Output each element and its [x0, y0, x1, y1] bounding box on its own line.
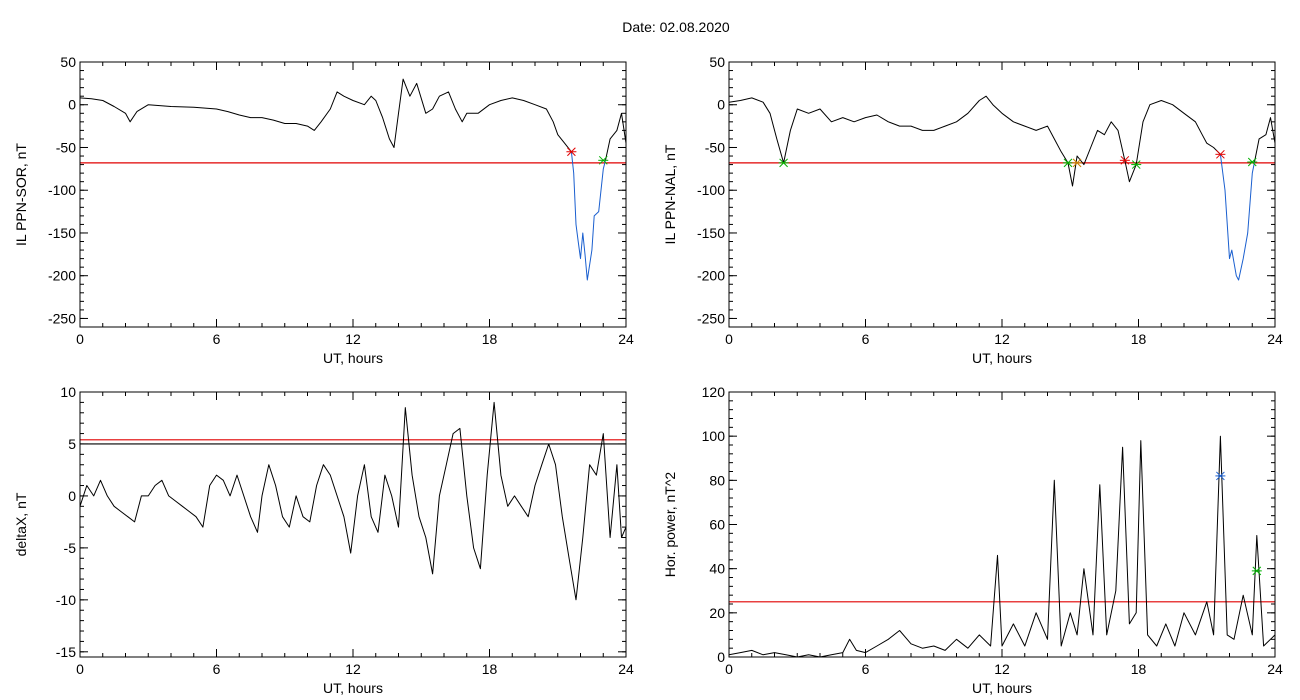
y-tick-label-3: -5	[64, 540, 77, 556]
event-marker-1	[1062, 158, 1073, 168]
x-tick-label-1: 6	[862, 331, 870, 347]
x-tick-label-3: 18	[482, 661, 498, 677]
y-tick-label-0: 50	[60, 54, 76, 70]
event-marker-0	[778, 158, 789, 168]
series-line-2	[1254, 117, 1276, 163]
y-tick-label-5: -200	[48, 268, 76, 284]
y-tick-label-5: -200	[697, 268, 725, 284]
event-marker-1	[1251, 566, 1262, 576]
y-tick-label-4: -150	[697, 225, 725, 241]
x-axis-label: UT, hours	[972, 350, 1032, 366]
y-tick-label-2: -50	[56, 139, 76, 155]
x-tick-label-0: 0	[725, 331, 733, 347]
x-tick-label-4: 24	[1267, 331, 1283, 347]
y-tick-label-3: -100	[48, 182, 76, 198]
series-line-1	[1219, 154, 1255, 281]
x-tick-label-2: 12	[994, 661, 1010, 677]
y-tick-label-3: 60	[709, 517, 725, 533]
chart-power: 0 6 12 18 24 120 100 80 60 40 20 0 UT, hours Hor. pow…	[662, 384, 1283, 696]
y-tick-label-5: 20	[709, 605, 725, 621]
x-tick-label-2: 12	[345, 661, 361, 677]
event-marker-0	[566, 147, 577, 157]
y-tick-label-4: -150	[48, 225, 76, 241]
plot-frame	[79, 61, 627, 328]
x-axis-label: UT, hours	[972, 680, 1032, 696]
x-tick-label-3: 18	[1131, 331, 1147, 347]
y-tick-label-5: -15	[56, 644, 76, 660]
page-title: Date: 02.08.2020	[622, 19, 730, 35]
x-tick-label-1: 6	[862, 661, 870, 677]
event-marker-1	[598, 155, 609, 165]
y-axis-label: IL PPN-NAL, nT	[662, 144, 678, 244]
chart-nal: 0 6 12 18 24 50 0 -50 -100 -150 -200 -250 UT, hours I…	[662, 54, 1283, 366]
chart-deltax: 0 6 12 18 24 10 5 0 -5 -10 -15 UT, hours deltaX, nT	[13, 384, 634, 696]
x-axis-label: UT, hours	[323, 350, 383, 366]
series-line-0	[728, 435, 1276, 658]
x-tick-label-1: 6	[213, 661, 221, 677]
x-tick-label-1: 6	[213, 331, 221, 347]
y-tick-label-0: 10	[60, 384, 76, 400]
y-axis-label: deltaX, nT	[13, 492, 29, 556]
y-tick-label-6: 0	[717, 649, 725, 665]
x-tick-label-2: 12	[345, 331, 361, 347]
x-tick-label-3: 18	[482, 331, 498, 347]
event-marker-0	[1215, 471, 1226, 481]
y-tick-label-4: 40	[709, 561, 725, 577]
x-axis-label: UT, hours	[323, 680, 383, 696]
x-tick-label-3: 18	[1131, 661, 1147, 677]
y-axis-label: IL PPN-SOR, nT	[13, 143, 29, 246]
y-tick-label-3: -100	[697, 182, 725, 198]
series-line-2	[605, 112, 627, 161]
y-tick-label-6: -250	[48, 310, 76, 326]
chart-sor: 0 6 12 18 24 50 0 -50 -100 -150 -200 -250 UT, hours I…	[13, 54, 634, 366]
y-tick-label-2: -50	[705, 139, 725, 155]
x-tick-label-0: 0	[76, 661, 84, 677]
y-tick-label-6: -250	[697, 310, 725, 326]
y-tick-label-0: 50	[709, 54, 725, 70]
series-line-0	[728, 95, 1221, 187]
x-tick-label-4: 24	[618, 661, 634, 677]
x-tick-label-4: 24	[618, 331, 634, 347]
y-tick-label-2: 80	[709, 472, 725, 488]
x-tick-label-0: 0	[76, 331, 84, 347]
event-marker-2	[1072, 158, 1083, 168]
y-tick-label-1: 5	[68, 436, 76, 452]
y-tick-label-0: 120	[702, 384, 726, 400]
plot-frame	[79, 391, 627, 658]
y-axis-label: Hor. power, nT^2	[662, 472, 678, 578]
series-line-1	[570, 151, 606, 281]
event-marker-4	[1131, 160, 1142, 169]
x-tick-label-0: 0	[725, 661, 733, 677]
event-marker-5	[1215, 149, 1226, 159]
event-marker-6	[1247, 157, 1258, 167]
y-tick-label-1: 100	[702, 428, 726, 444]
plot-frame	[728, 61, 1276, 328]
y-tick-label-4: -10	[56, 592, 76, 608]
x-tick-label-4: 24	[1267, 661, 1283, 677]
y-tick-label-2: 0	[68, 488, 76, 504]
x-tick-label-2: 12	[994, 331, 1010, 347]
series-line-0	[79, 401, 627, 601]
series-line-0	[79, 78, 572, 153]
event-marker-3	[1119, 155, 1130, 165]
plot-frame	[728, 391, 1276, 658]
y-tick-label-1: 0	[68, 97, 76, 113]
y-tick-label-1: 0	[717, 97, 725, 113]
